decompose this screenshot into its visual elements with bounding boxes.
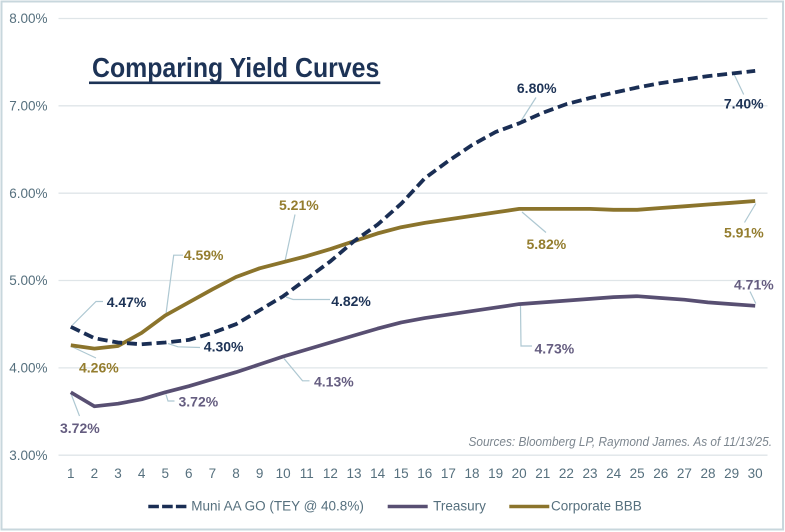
svg-text:Corporate BBB: Corporate BBB <box>551 499 642 514</box>
svg-text:18: 18 <box>464 466 479 481</box>
svg-text:20: 20 <box>512 466 527 481</box>
svg-text:10: 10 <box>276 466 291 481</box>
svg-text:Sources: Bloomberg LP, Raymond: Sources: Bloomberg LP, Raymond James. As… <box>469 434 773 449</box>
svg-text:17: 17 <box>441 466 456 481</box>
svg-text:7.00%: 7.00% <box>9 99 47 114</box>
svg-text:11: 11 <box>300 466 314 481</box>
svg-text:21: 21 <box>535 466 550 481</box>
svg-text:27: 27 <box>677 466 692 481</box>
svg-text:30: 30 <box>748 466 763 481</box>
svg-text:4.30%: 4.30% <box>204 339 244 355</box>
svg-text:5.82%: 5.82% <box>527 236 567 252</box>
svg-text:4.59%: 4.59% <box>184 247 224 263</box>
svg-text:4.73%: 4.73% <box>535 341 575 357</box>
svg-text:3.72%: 3.72% <box>60 420 100 436</box>
svg-text:1: 1 <box>67 466 75 481</box>
svg-text:24: 24 <box>606 466 622 481</box>
svg-text:5: 5 <box>161 466 169 481</box>
svg-text:6.00%: 6.00% <box>9 186 47 201</box>
svg-text:4: 4 <box>138 466 146 481</box>
svg-text:22: 22 <box>559 466 574 481</box>
svg-text:26: 26 <box>653 466 668 481</box>
svg-text:Comparing Yield Curves: Comparing Yield Curves <box>92 52 379 83</box>
svg-text:6.80%: 6.80% <box>517 80 557 96</box>
svg-text:14: 14 <box>370 466 386 481</box>
svg-text:13: 13 <box>346 466 361 481</box>
svg-text:9: 9 <box>256 466 264 481</box>
svg-text:16: 16 <box>417 466 432 481</box>
svg-text:2: 2 <box>91 466 99 481</box>
svg-text:3: 3 <box>114 466 122 481</box>
svg-text:3.00%: 3.00% <box>9 448 47 463</box>
svg-text:5.21%: 5.21% <box>279 197 319 213</box>
svg-text:6: 6 <box>185 466 193 481</box>
svg-text:12: 12 <box>323 466 338 481</box>
svg-text:Muni AA GO (TEY @ 40.8%): Muni AA GO (TEY @ 40.8%) <box>191 499 364 514</box>
svg-text:4.82%: 4.82% <box>331 293 371 309</box>
svg-text:8: 8 <box>232 466 240 481</box>
svg-text:4.26%: 4.26% <box>79 360 119 376</box>
svg-text:7.40%: 7.40% <box>724 96 764 112</box>
svg-text:25: 25 <box>630 466 645 481</box>
svg-text:28: 28 <box>700 466 715 481</box>
svg-text:5.91%: 5.91% <box>724 225 764 241</box>
svg-text:23: 23 <box>582 466 597 481</box>
svg-text:7: 7 <box>209 466 217 481</box>
svg-text:4.00%: 4.00% <box>9 361 47 376</box>
svg-text:4.13%: 4.13% <box>314 373 354 389</box>
svg-text:15: 15 <box>394 466 409 481</box>
svg-text:29: 29 <box>724 466 739 481</box>
svg-text:4.47%: 4.47% <box>107 294 147 310</box>
svg-text:4.71%: 4.71% <box>734 277 774 293</box>
svg-text:3.72%: 3.72% <box>179 393 219 409</box>
svg-text:8.00%: 8.00% <box>9 11 47 26</box>
svg-text:Treasury: Treasury <box>433 499 486 514</box>
svg-text:19: 19 <box>488 466 503 481</box>
svg-text:5.00%: 5.00% <box>9 273 47 288</box>
